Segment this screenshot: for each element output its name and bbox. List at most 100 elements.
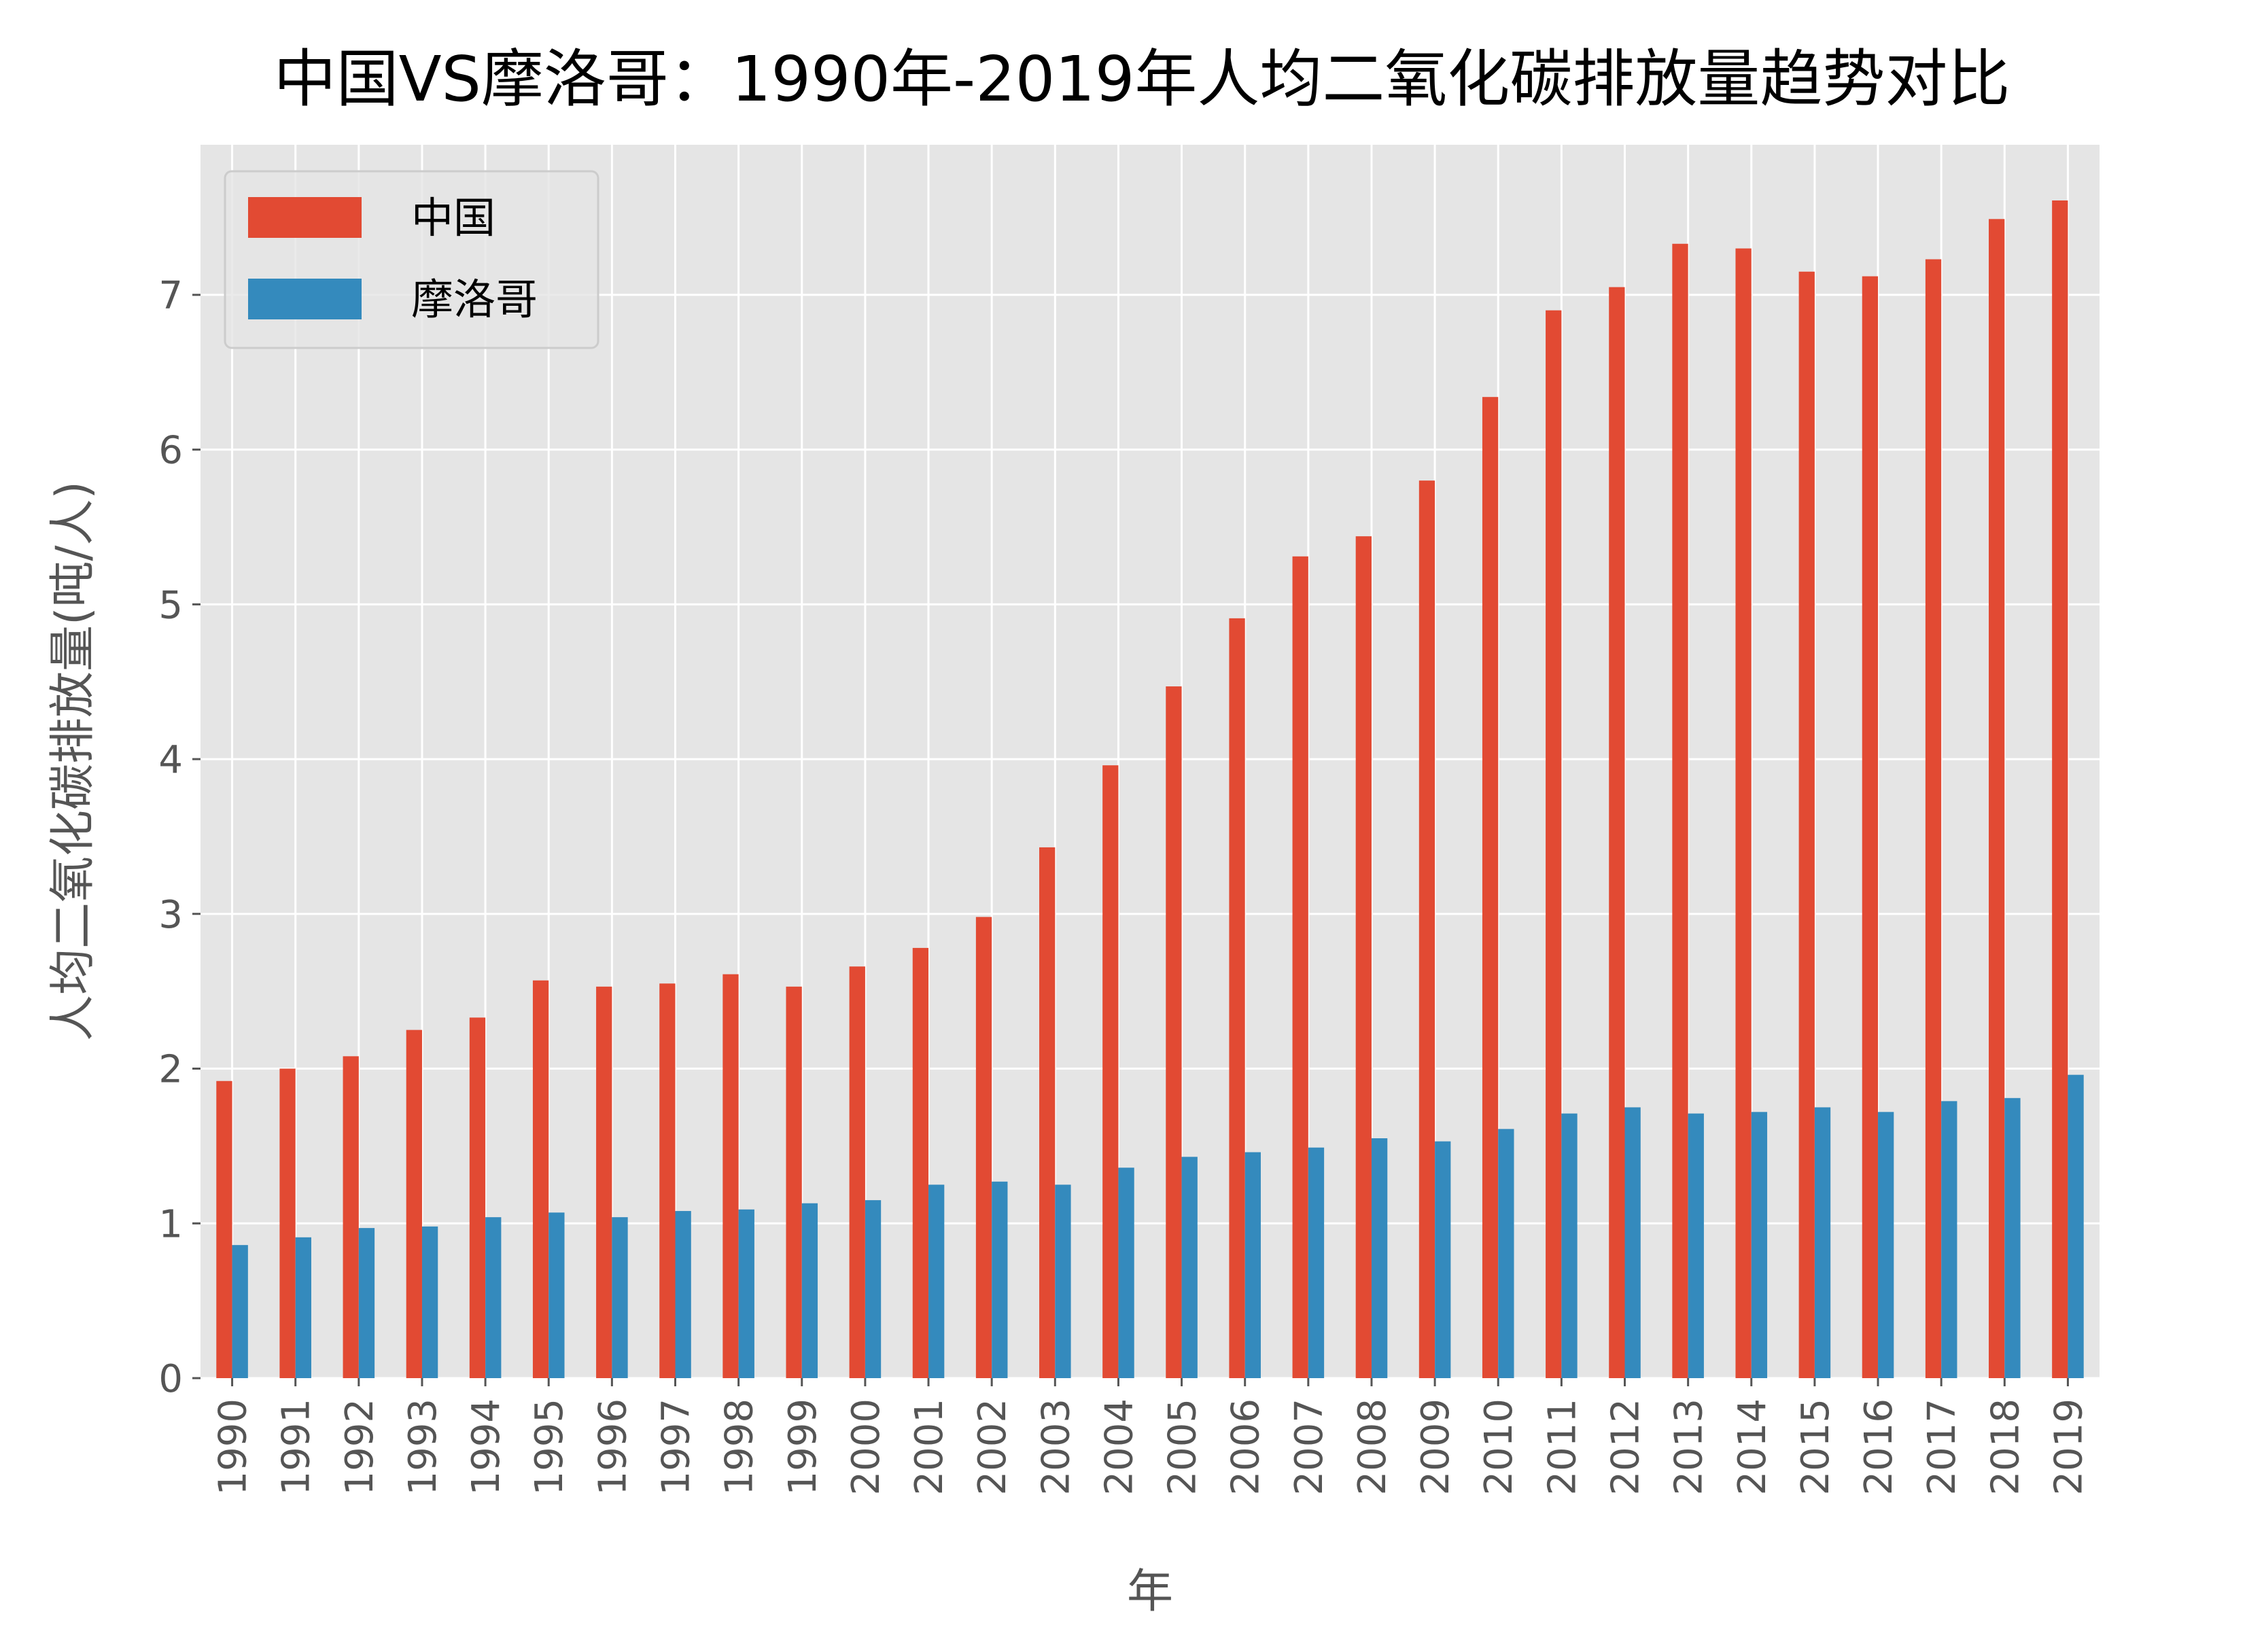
bar-morocco-2010 <box>1498 1129 1514 1378</box>
y-tick-label: 6 <box>158 429 183 473</box>
bar-morocco-2011 <box>1561 1113 1578 1378</box>
x-tick-label: 2000 <box>844 1399 888 1496</box>
x-tick-label: 2013 <box>1667 1399 1711 1496</box>
x-tick-label: 2008 <box>1351 1399 1395 1496</box>
x-tick-label: 1995 <box>527 1399 572 1496</box>
x-tick-label: 2002 <box>971 1399 1015 1496</box>
bar-china-2009 <box>1418 480 1435 1378</box>
bar-china-1996 <box>596 986 612 1378</box>
bar-morocco-2002 <box>992 1181 1008 1378</box>
y-tick-label: 1 <box>158 1202 183 1246</box>
x-tick-label: 1992 <box>338 1399 382 1496</box>
plot-background <box>201 145 2100 1378</box>
x-tick-label: 1991 <box>275 1399 319 1496</box>
bar-morocco-1992 <box>358 1228 375 1378</box>
bar-morocco-2017 <box>1941 1101 1957 1378</box>
bar-morocco-2000 <box>865 1200 882 1378</box>
bar-china-2015 <box>1798 271 1815 1378</box>
chart-title: 中国VS摩洛哥：1990年-2019年人均二氧化碳排放量趋势对比 <box>274 43 2010 116</box>
bar-morocco-2016 <box>1878 1112 1894 1378</box>
bar-china-1991 <box>279 1068 296 1378</box>
bar-morocco-1997 <box>675 1211 691 1378</box>
legend-swatch-china <box>248 197 362 238</box>
bar-china-2002 <box>975 917 992 1378</box>
x-tick-label: 2010 <box>1477 1399 1521 1496</box>
x-axis-label: 年 <box>1127 1565 1173 1619</box>
x-tick-label: 1996 <box>591 1399 635 1496</box>
bar-china-2004 <box>1102 765 1119 1378</box>
bar-china-1997 <box>659 983 676 1378</box>
bar-morocco-1996 <box>612 1217 628 1378</box>
bar-morocco-1998 <box>738 1209 754 1378</box>
bar-china-2013 <box>1672 243 1688 1378</box>
y-tick-label: 4 <box>158 738 183 782</box>
bar-china-2003 <box>1039 847 1056 1378</box>
x-tick-label: 2015 <box>1794 1399 1838 1496</box>
bar-china-2008 <box>1355 536 1372 1379</box>
bar-china-2019 <box>2052 200 2068 1378</box>
x-tick-label: 2004 <box>1097 1399 1141 1496</box>
bar-china-2000 <box>849 966 865 1378</box>
bar-china-2001 <box>912 947 929 1378</box>
bar-morocco-2019 <box>2068 1074 2084 1378</box>
bar-morocco-2004 <box>1118 1167 1134 1378</box>
x-tick-label: 1993 <box>401 1399 445 1496</box>
x-tick-label: 2018 <box>1983 1399 2027 1496</box>
y-tick-label: 2 <box>158 1048 183 1092</box>
x-tick-label: 2017 <box>1920 1399 1964 1496</box>
x-tick-label: 1997 <box>655 1399 699 1496</box>
bar-morocco-1991 <box>295 1237 311 1378</box>
bar-china-2006 <box>1229 618 1245 1378</box>
x-tick-label: 2005 <box>1161 1399 1205 1496</box>
legend-label-china: 中国 <box>411 193 495 243</box>
bar-china-2011 <box>1546 310 1562 1378</box>
bar-china-1990 <box>216 1080 232 1378</box>
x-tick-label: 2007 <box>1287 1399 1331 1496</box>
bar-morocco-2012 <box>1624 1107 1641 1378</box>
x-tick-label: 2012 <box>1604 1399 1648 1496</box>
x-tick-label: 2011 <box>1540 1399 1584 1496</box>
bar-china-1995 <box>532 980 549 1378</box>
bar-china-2012 <box>1609 287 1625 1379</box>
y-tick-label: 5 <box>158 583 183 627</box>
bar-morocco-1995 <box>548 1212 565 1378</box>
x-tick-label: 1998 <box>718 1399 762 1496</box>
bar-morocco-2013 <box>1688 1113 1704 1378</box>
y-tick-label: 0 <box>158 1357 183 1401</box>
bar-china-1992 <box>343 1056 359 1378</box>
bar-morocco-2005 <box>1181 1157 1198 1378</box>
bar-china-1994 <box>469 1017 486 1378</box>
bar-morocco-2018 <box>2004 1097 2021 1378</box>
y-axis-label: 人均二氧化碳排放量(吨/人) <box>46 481 100 1041</box>
bar-morocco-1993 <box>421 1226 438 1378</box>
x-tick-label: 2006 <box>1224 1399 1268 1496</box>
bar-morocco-2007 <box>1308 1147 1325 1378</box>
legend: 中国 摩洛哥 <box>224 170 599 349</box>
legend-swatch-morocco <box>248 279 362 319</box>
legend-label-morocco: 摩洛哥 <box>411 275 538 324</box>
bar-morocco-2003 <box>1055 1184 1071 1378</box>
x-tick-label: 2016 <box>1857 1399 1901 1496</box>
x-tick-label: 1990 <box>211 1399 256 1496</box>
bar-morocco-1990 <box>232 1245 248 1378</box>
bar-morocco-2001 <box>928 1184 945 1378</box>
bar-china-1999 <box>786 986 802 1378</box>
bar-morocco-1999 <box>801 1203 818 1378</box>
bar-china-2018 <box>1989 219 2005 1378</box>
x-tick-label: 1999 <box>781 1399 825 1496</box>
x-tick-label: 2014 <box>1730 1399 1775 1496</box>
bar-china-2005 <box>1166 686 1182 1378</box>
bar-morocco-2006 <box>1244 1152 1261 1378</box>
bar-china-2010 <box>1482 397 1499 1378</box>
x-tick-label: 2019 <box>2047 1399 2091 1496</box>
bar-morocco-2015 <box>1814 1107 1831 1378</box>
bar-china-2016 <box>1862 276 1879 1379</box>
bar-china-2014 <box>1735 248 1752 1379</box>
bar-morocco-2014 <box>1751 1112 1768 1378</box>
bar-morocco-1994 <box>485 1217 502 1378</box>
bar-morocco-2008 <box>1371 1138 1388 1378</box>
x-tick-label: 2003 <box>1034 1399 1078 1496</box>
y-tick-label: 3 <box>158 893 183 937</box>
bar-china-2007 <box>1292 556 1308 1379</box>
